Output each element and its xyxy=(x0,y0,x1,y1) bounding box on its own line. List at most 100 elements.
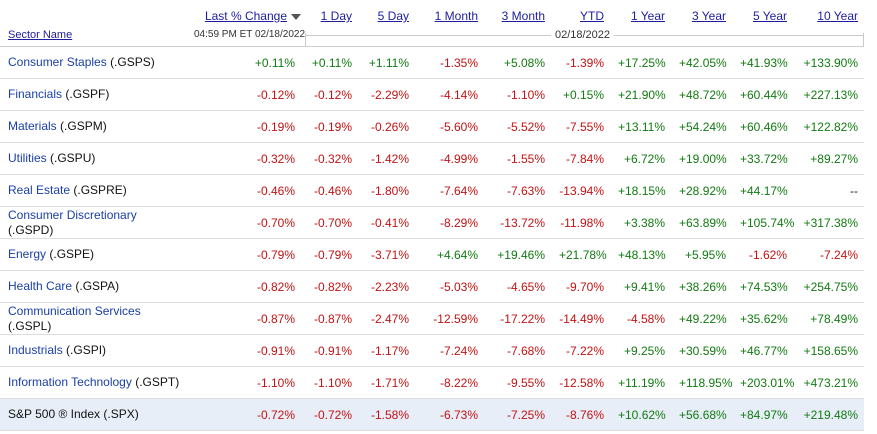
pct-change-cell: -7.22% xyxy=(551,334,610,367)
pct-change-cell: +42.05% xyxy=(671,46,732,79)
pct-change-cell: -0.32% xyxy=(301,142,358,175)
column-header-1-year[interactable]: 1 Year xyxy=(630,9,665,23)
table-row: Utilities (.GSPU) -0.32% -0.32% -1.42% -4.99… xyxy=(0,142,864,175)
bracket-left-cap xyxy=(305,33,306,47)
pct-change-cell: +133.90% xyxy=(793,46,864,79)
column-header-3-year[interactable]: 3 Year xyxy=(691,9,726,23)
pct-change-cell: +219.48% xyxy=(793,398,864,431)
pct-change-cell: -0.82% xyxy=(186,270,301,303)
pct-change-cell: -0.72% xyxy=(186,398,301,431)
sector-name-cell: Consumer Discretionary (.GSPD) xyxy=(0,206,186,239)
pct-change-cell: +54.24% xyxy=(671,110,732,143)
pct-change-cell: +48.13% xyxy=(610,238,671,271)
pct-change-cell: -1.42% xyxy=(358,142,415,175)
sector-symbol: (.GSPT) xyxy=(135,375,180,389)
pct-change-cell: +19.00% xyxy=(671,142,732,175)
pct-change-cell: -1.71% xyxy=(358,366,415,399)
pct-change-cell: +203.01% xyxy=(732,366,794,399)
pct-change-cell: +84.97% xyxy=(732,398,793,431)
sector-name-cell: Real Estate (.GSPRE) xyxy=(0,174,186,207)
pct-change-cell: -1.62% xyxy=(732,238,793,271)
sector-link[interactable]: Information Technology xyxy=(8,375,132,389)
table-row: Energy (.GSPE) -0.79% -0.79% -3.71% +4.64% +1… xyxy=(0,238,864,271)
pct-change-cell: -0.41% xyxy=(358,206,415,239)
pct-change-cell: -1.10% xyxy=(186,366,301,399)
pct-change-cell: -1.55% xyxy=(484,142,551,175)
sector-link[interactable]: Consumer Discretionary xyxy=(8,207,137,222)
sector-link[interactable]: Real Estate xyxy=(8,183,71,197)
sector-link[interactable]: Health Care xyxy=(8,279,73,293)
table-row: Consumer Discretionary (.GSPD) -0.70% -0.7… xyxy=(0,206,864,239)
pct-change-cell: -7.25% xyxy=(484,398,551,431)
pct-change-cell: -1.17% xyxy=(358,334,415,367)
column-header-5-year[interactable]: 5 Year xyxy=(752,9,787,23)
sector-name-cell: Financials (.GSPF) xyxy=(0,78,186,111)
table-row: Materials (.GSPM) -0.19% -0.19% -0.26% -5.60… xyxy=(0,110,864,143)
pct-change-cell: -5.60% xyxy=(415,110,484,143)
pct-change-cell: -7.64% xyxy=(415,174,484,207)
pct-change-cell: -3.71% xyxy=(358,238,415,271)
sector-symbol: (.GSPRE) xyxy=(73,183,127,197)
pct-change-cell: +89.27% xyxy=(793,142,864,175)
pct-change-cell: +122.82% xyxy=(793,110,864,143)
sector-name-cell: Energy (.GSPE) xyxy=(0,238,186,271)
pct-change-cell: -17.22% xyxy=(484,302,551,335)
sort-descending-icon[interactable] xyxy=(291,13,301,20)
sector-symbol: (.GSPE) xyxy=(49,247,95,261)
pct-change-cell: -12.58% xyxy=(551,366,610,399)
column-header-10-year[interactable]: 10 Year xyxy=(817,9,858,23)
column-header-1-day[interactable]: 1 Day xyxy=(320,9,352,23)
pct-change-cell: -0.79% xyxy=(301,238,358,271)
pct-change-cell: +11.19% xyxy=(610,366,671,399)
column-header-sector-name[interactable]: Sector Name xyxy=(0,23,186,47)
sector-link[interactable]: S&P 500 ® Index xyxy=(8,407,101,421)
column-header-3-month[interactable]: 3 Month xyxy=(501,9,545,23)
pct-change-cell: -7.68% xyxy=(484,334,551,367)
pct-change-cell: -9.70% xyxy=(551,270,610,303)
pct-change-cell: -7.24% xyxy=(793,238,864,271)
pct-change-cell: +9.25% xyxy=(610,334,671,367)
sector-name-cell: Materials (.GSPM) xyxy=(0,110,186,143)
pct-change-cell: +105.74% xyxy=(732,206,794,239)
column-header-5-day[interactable]: 5 Day xyxy=(377,9,409,23)
table-row: Information Technology (.GSPT) -1.10% -1.1… xyxy=(0,366,864,399)
pct-change-cell: -1.39% xyxy=(551,46,610,79)
pct-change-cell: -11.98% xyxy=(551,206,610,239)
sector-symbol: (.GSPU) xyxy=(50,151,96,165)
pct-change-cell: +3.38% xyxy=(610,206,671,239)
column-header-row: Last % Change 1 Day 5 Day 1 Month 3 Mont… xyxy=(0,0,864,23)
sector-performance-table: Last % Change 1 Day 5 Day 1 Month 3 Mont… xyxy=(0,0,864,431)
sector-link[interactable]: Materials xyxy=(8,119,57,133)
as-of-date-bracket: 02/18/2022 xyxy=(301,23,864,47)
sector-name-cell: Consumer Staples (.GSPS) xyxy=(0,46,186,79)
column-header-1-month[interactable]: 1 Month xyxy=(434,9,478,23)
pct-change-cell: +48.72% xyxy=(671,78,732,111)
pct-change-cell: +21.78% xyxy=(551,238,610,271)
pct-change-cell: -0.19% xyxy=(301,110,358,143)
pct-change-cell: +0.15% xyxy=(551,78,610,111)
sector-link[interactable]: Financials xyxy=(8,87,63,101)
pct-change-cell: -8.22% xyxy=(415,366,484,399)
pct-change-cell: +33.72% xyxy=(732,142,793,175)
sector-link[interactable]: Communication Services xyxy=(8,303,141,318)
pct-change-cell: +41.93% xyxy=(732,46,793,79)
pct-change-cell: +21.90% xyxy=(610,78,671,111)
sector-name-cell: S&P 500 ® Index (.SPX) xyxy=(0,398,186,431)
pct-change-cell: +0.11% xyxy=(301,46,358,79)
pct-change-cell: +38.26% xyxy=(671,270,732,303)
last-update-timestamp: 04:59 PM ET 02/18/2022 xyxy=(186,23,305,47)
pct-change-cell: -14.49% xyxy=(551,302,610,335)
sector-link[interactable]: Industrials xyxy=(8,343,63,357)
sector-name-cell: Communication Services (.GSPL) xyxy=(0,302,186,335)
sector-link[interactable]: Consumer Staples xyxy=(8,55,107,69)
pct-change-cell: -9.55% xyxy=(484,366,551,399)
pct-change-cell: -4.65% xyxy=(484,270,551,303)
table-row: Real Estate (.GSPRE) -0.46% -0.46% -1.80% -7… xyxy=(0,174,864,207)
pct-change-cell: +227.13% xyxy=(793,78,864,111)
column-header-last-pct-change[interactable]: Last % Change xyxy=(186,0,301,23)
sector-link[interactable]: Energy xyxy=(8,247,47,261)
table-row: Industrials (.GSPI) -0.91% -0.91% -1.17% -7.… xyxy=(0,334,864,367)
sector-link[interactable]: Utilities xyxy=(8,151,47,165)
column-header-ytd[interactable]: YTD xyxy=(580,9,604,23)
pct-change-cell: +158.65% xyxy=(793,334,864,367)
